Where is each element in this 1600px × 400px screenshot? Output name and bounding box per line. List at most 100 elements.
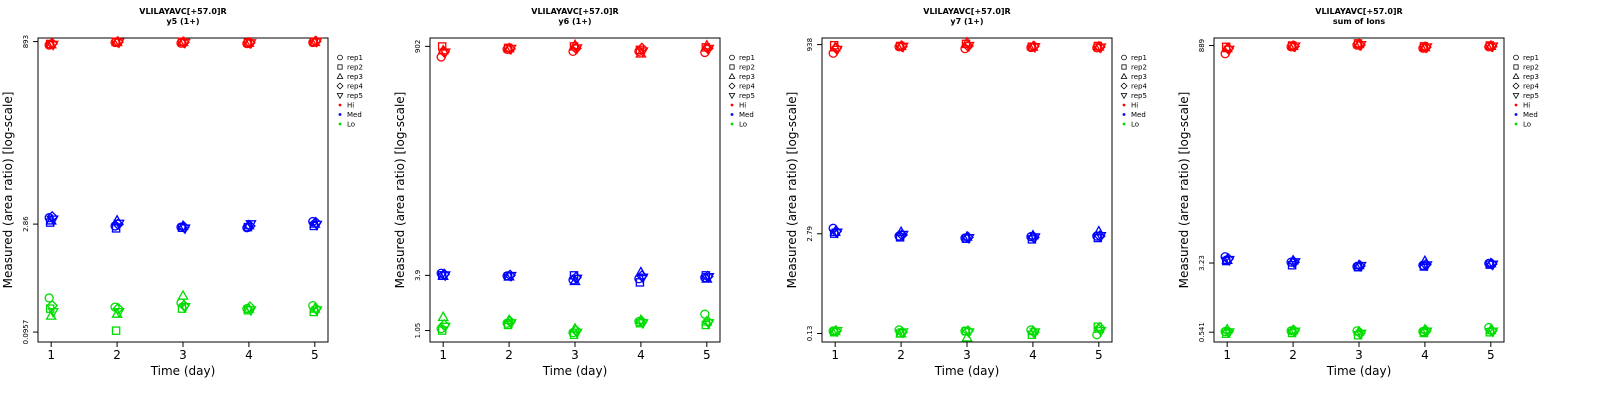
data-point: [1029, 43, 1041, 54]
legend-swatch: [1122, 113, 1126, 116]
legend-marker: [1120, 82, 1128, 90]
chart-panel: VLILAYAVC[+57.0]Ry6 (1+) 1 2 3 4 5 Time (day) 1…: [393, 7, 755, 378]
data-point: [1355, 329, 1367, 340]
x-axis-title: Time (day): [542, 364, 608, 378]
legend-label: rep5: [1131, 92, 1147, 100]
data-point: [179, 38, 191, 49]
data-point: [1289, 327, 1301, 338]
data-point: [44, 293, 54, 303]
legend-marker: [728, 93, 736, 100]
legend-marker: [337, 64, 343, 70]
data-point: [569, 322, 581, 333]
chart-title: VLILAYAVC[+57.0]R: [139, 7, 226, 16]
legend-label: rep5: [347, 92, 363, 100]
data-point: [703, 272, 715, 284]
data-point: [1487, 327, 1499, 338]
data-point: [177, 289, 189, 300]
y-tick-label: 902: [414, 40, 422, 53]
legend-label: rep2: [1523, 64, 1539, 72]
y-tick-label: 0.541: [1198, 322, 1206, 342]
data-point: [46, 299, 59, 312]
legend-swatch: [730, 103, 734, 107]
legend-marker: [1121, 54, 1127, 61]
data-point: [1421, 327, 1433, 338]
legend-label: Lo: [1523, 121, 1531, 129]
legend-label: Med: [1131, 111, 1146, 119]
y-tick-label: 938: [806, 38, 814, 51]
plot-frame: [37, 37, 329, 343]
y-axis-title: Measured (area ratio) [log-scale]: [785, 92, 799, 289]
x-tick-label: 1: [47, 348, 55, 362]
x-tick-label: 1: [439, 348, 447, 362]
chart-subtitle: y6 (1+): [558, 17, 591, 26]
data-point: [47, 307, 59, 319]
legend-label: rep4: [739, 83, 755, 91]
x-tick-label: 1: [831, 348, 839, 362]
data-point: [1095, 327, 1107, 338]
legend-label: rep4: [1131, 83, 1147, 91]
legend-swatch: [1514, 113, 1518, 116]
y-axis-title: Measured (area ratio) [log-scale]: [1, 92, 15, 289]
x-tick-label: 4: [637, 348, 645, 362]
legend-marker: [1120, 93, 1128, 100]
legend-marker: [1512, 72, 1520, 79]
legend-swatch: [1514, 103, 1518, 107]
x-tick-label: 3: [963, 348, 971, 362]
x-tick-label: 3: [179, 348, 187, 362]
data-point: [963, 41, 975, 53]
y-tick-label: 893: [22, 35, 30, 48]
data-point: [179, 224, 191, 235]
data-point: [1221, 329, 1231, 338]
legend-label: Med: [347, 111, 362, 119]
x-tick-label: 5: [311, 348, 319, 362]
data-point: [439, 322, 451, 333]
legend-label: Lo: [1131, 121, 1139, 129]
chart-subtitle: y7 (1+): [950, 17, 983, 26]
data-point: [1223, 255, 1235, 267]
legend-label: rep5: [1523, 92, 1539, 100]
data-point: [897, 42, 909, 53]
legend-marker: [1512, 93, 1520, 100]
legend-label: rep2: [347, 64, 363, 72]
data-point: [1289, 258, 1301, 269]
data-point: [1223, 45, 1235, 56]
x-tick-label: 4: [1421, 348, 1429, 362]
data-point: [1029, 233, 1041, 244]
data-point: [897, 230, 909, 241]
x-tick-label: 2: [897, 348, 905, 362]
y-tick-label: 889: [1198, 39, 1206, 52]
legend-marker: [728, 82, 736, 90]
data-point: [311, 37, 323, 48]
data-point: [111, 326, 121, 335]
x-tick-label: 2: [113, 348, 121, 362]
legend-label: Hi: [347, 102, 354, 110]
legend-label: Med: [739, 111, 754, 119]
legend-label: rep3: [347, 73, 363, 81]
x-tick-label: 1: [1223, 348, 1231, 362]
data-point: [1419, 262, 1429, 271]
data-point: [439, 271, 451, 282]
data-point: [245, 39, 257, 50]
data-point: [1421, 43, 1433, 54]
data-point: [1289, 42, 1301, 53]
x-tick-label: 5: [1487, 348, 1495, 362]
x-tick-label: 3: [571, 348, 579, 362]
data-point: [44, 213, 54, 223]
chart-title: VLILAYAVC[+57.0]R: [531, 7, 618, 16]
legend-label: rep1: [347, 54, 363, 62]
legend-label: Hi: [1131, 102, 1138, 110]
data-point: [1487, 42, 1499, 53]
data-point: [439, 48, 451, 59]
data-point: [112, 218, 125, 231]
data-point: [1029, 328, 1041, 339]
data-point: [703, 319, 715, 330]
data-point: [831, 228, 843, 239]
data-point: [1095, 232, 1107, 243]
data-point: [963, 328, 975, 339]
data-point: [963, 233, 975, 245]
data-point: [113, 38, 125, 49]
y-tick-label: 0.0957: [22, 320, 30, 345]
y-tick-label: 2.86: [22, 216, 30, 232]
